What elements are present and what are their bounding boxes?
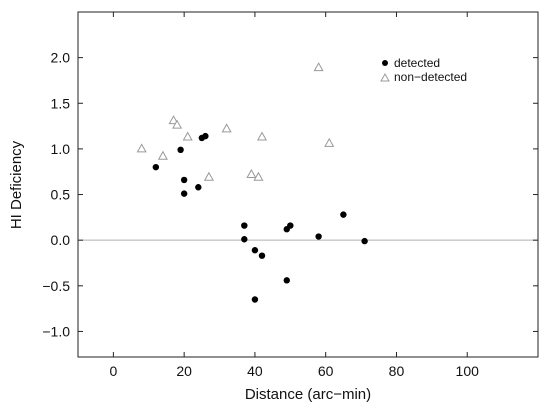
y-tick-label: 1.0 [51, 141, 71, 157]
detected-point [202, 132, 209, 140]
x-tick-label: 0 [109, 363, 117, 379]
plot-frame [77, 11, 539, 358]
y-axis-label: HI Deficiency [8, 140, 25, 229]
non-detected-point [172, 119, 183, 129]
non-detected-point [253, 171, 264, 181]
non-detected-point [203, 171, 214, 181]
axis-ticks: 0 20 40 60 80 100 −1.0 −0.5 0.0 0.5 1.0 1.5 2.0 [42, 12, 538, 379]
x-tick-label: 20 [176, 363, 192, 379]
detected-point [287, 222, 294, 229]
detected-point [361, 237, 368, 245]
y-tick-label: −1.0 [42, 323, 70, 339]
non-detected-point [136, 143, 147, 153]
y-tick-label: 0.0 [51, 232, 71, 248]
legend-nondetected-label: non−detected [394, 70, 467, 84]
non-detected-point [157, 150, 168, 160]
x-tick-label: 40 [247, 363, 263, 379]
x-axis-label: Distance (arc−min) [245, 386, 371, 403]
non-detected-point [246, 168, 257, 178]
detected-point [283, 277, 290, 284]
detected-point [241, 236, 248, 243]
non-detected-point [324, 137, 335, 147]
y-tick-label: 0.5 [51, 187, 71, 203]
data-points [136, 62, 368, 303]
non-detected-point [221, 123, 232, 133]
x-tick-label: 60 [318, 363, 334, 379]
y-tick-label: −0.5 [42, 278, 70, 294]
non-detected-point [182, 131, 193, 141]
detected-point [177, 146, 184, 154]
y-tick-label: 1.5 [51, 95, 71, 111]
legend-detected-marker [382, 60, 388, 66]
detected-point [195, 184, 202, 191]
detected-point [180, 190, 188, 197]
detected-point [251, 247, 259, 254]
detected-point [340, 211, 347, 218]
non-detected-point [313, 62, 324, 72]
detected-point [251, 296, 259, 303]
detected-point [315, 233, 322, 240]
detected-point [258, 252, 266, 259]
detected-point [152, 163, 160, 171]
x-tick-label: 100 [456, 363, 480, 379]
legend-detected-label: detected [394, 56, 440, 70]
legend: detected non−detected [380, 56, 467, 84]
detected-point [180, 176, 188, 184]
detected-point [241, 222, 248, 229]
non-detected-point [168, 115, 179, 125]
x-tick-label: 80 [389, 363, 405, 379]
legend-nondetected-marker [380, 72, 390, 82]
non-detected-point [256, 131, 268, 141]
y-tick-label: 2.0 [51, 50, 71, 66]
